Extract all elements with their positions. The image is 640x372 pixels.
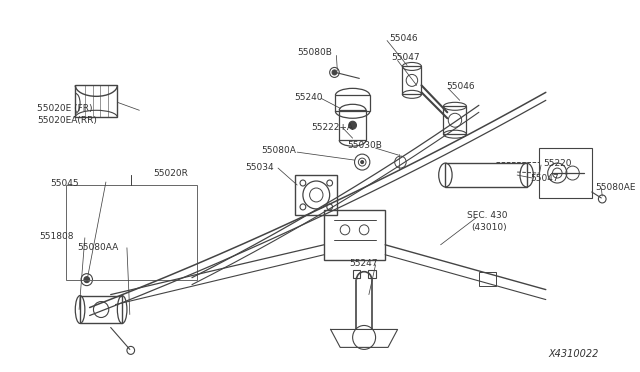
- Text: 55222+A: 55222+A: [312, 123, 353, 132]
- Text: 55220: 55220: [543, 158, 572, 167]
- Bar: [324, 210, 385, 260]
- Bar: [66, 185, 196, 280]
- Text: 55247: 55247: [350, 259, 378, 268]
- Circle shape: [84, 277, 90, 283]
- Text: 55020E (FR): 55020E (FR): [37, 104, 93, 113]
- Text: 55047: 55047: [391, 53, 419, 62]
- Text: 55240: 55240: [294, 93, 323, 102]
- Text: 55045: 55045: [51, 179, 79, 187]
- Text: 55030B: 55030B: [347, 141, 382, 150]
- Circle shape: [332, 70, 337, 75]
- Text: 55080B: 55080B: [297, 48, 332, 57]
- Text: 551808: 551808: [39, 232, 74, 241]
- Bar: [445, 163, 527, 187]
- Bar: [295, 175, 337, 215]
- Circle shape: [349, 121, 356, 129]
- Bar: [479, 272, 496, 286]
- Text: X4310022: X4310022: [548, 349, 598, 359]
- Bar: [339, 110, 366, 140]
- Text: 55020EA(RR): 55020EA(RR): [37, 116, 97, 125]
- Text: 55080AA: 55080AA: [77, 243, 118, 252]
- Circle shape: [361, 161, 364, 164]
- Bar: [444, 106, 467, 134]
- Text: SEC. 430: SEC. 430: [467, 211, 508, 220]
- Bar: [539, 148, 592, 198]
- Text: 55080A: 55080A: [261, 145, 296, 155]
- Bar: [335, 95, 370, 111]
- Text: 55046: 55046: [446, 82, 475, 91]
- Bar: [403, 67, 422, 94]
- Text: (43010): (43010): [471, 223, 507, 232]
- Bar: [368, 270, 376, 278]
- Bar: [353, 270, 360, 278]
- Text: 55080AE: 55080AE: [596, 183, 636, 192]
- Text: 55046: 55046: [389, 34, 417, 43]
- Text: 55047: 55047: [531, 173, 559, 183]
- Bar: [80, 296, 122, 324]
- Bar: [76, 86, 117, 117]
- Text: 55020R: 55020R: [154, 169, 189, 177]
- Text: 55034: 55034: [246, 163, 274, 171]
